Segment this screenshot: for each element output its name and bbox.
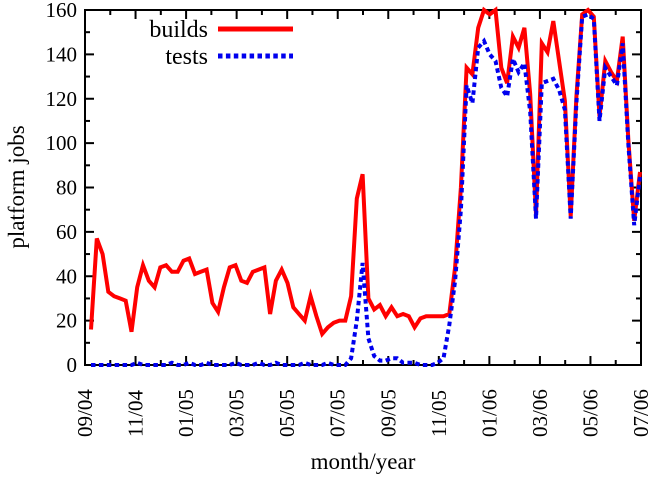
x-tick-label: 01/05 [174, 389, 198, 437]
y-tick-label: 100 [46, 131, 78, 155]
y-tick-label: 140 [46, 42, 78, 66]
y-tick-label: 120 [46, 87, 78, 111]
y-tick-labels: 0 20 40 60 80 100 120 140 160 [46, 0, 78, 377]
y-tick-label: 40 [56, 264, 77, 288]
tests-series-line [91, 12, 642, 367]
x-tick-label: 09/04 [73, 389, 97, 437]
x-tick-labels: 09/04 11/04 01/05 03/05 05/05 07/05 09/05 11/05… [73, 389, 650, 437]
legend-tests-label: tests [165, 44, 208, 70]
x-tick-label: 11/05 [427, 390, 451, 437]
builds-series-line [89, 6, 642, 338]
x-tick-label: 07/05 [326, 389, 350, 437]
y-tick-label: 160 [46, 0, 78, 22]
y-tick-label: 80 [56, 176, 77, 200]
x-tick-label: 05/06 [578, 389, 602, 437]
legend-builds-label: builds [149, 17, 208, 43]
x-axis-title: month/year [311, 449, 416, 474]
x-tick-label: 03/06 [528, 389, 552, 437]
x-tick-label: 11/04 [124, 389, 148, 437]
x-tick-label: 07/06 [629, 389, 650, 437]
y-axis-title: platform jobs [4, 125, 29, 248]
y-tick-label: 60 [56, 220, 77, 244]
y-tick-label: 20 [56, 309, 77, 333]
y-tick-label: 0 [67, 353, 78, 377]
x-tick-label: 09/05 [376, 389, 400, 437]
legend: builds tests [149, 17, 293, 70]
x-tick-label: 01/06 [477, 389, 501, 437]
x-tick-label: 03/05 [225, 389, 249, 437]
x-tick-label: 05/05 [275, 389, 299, 437]
